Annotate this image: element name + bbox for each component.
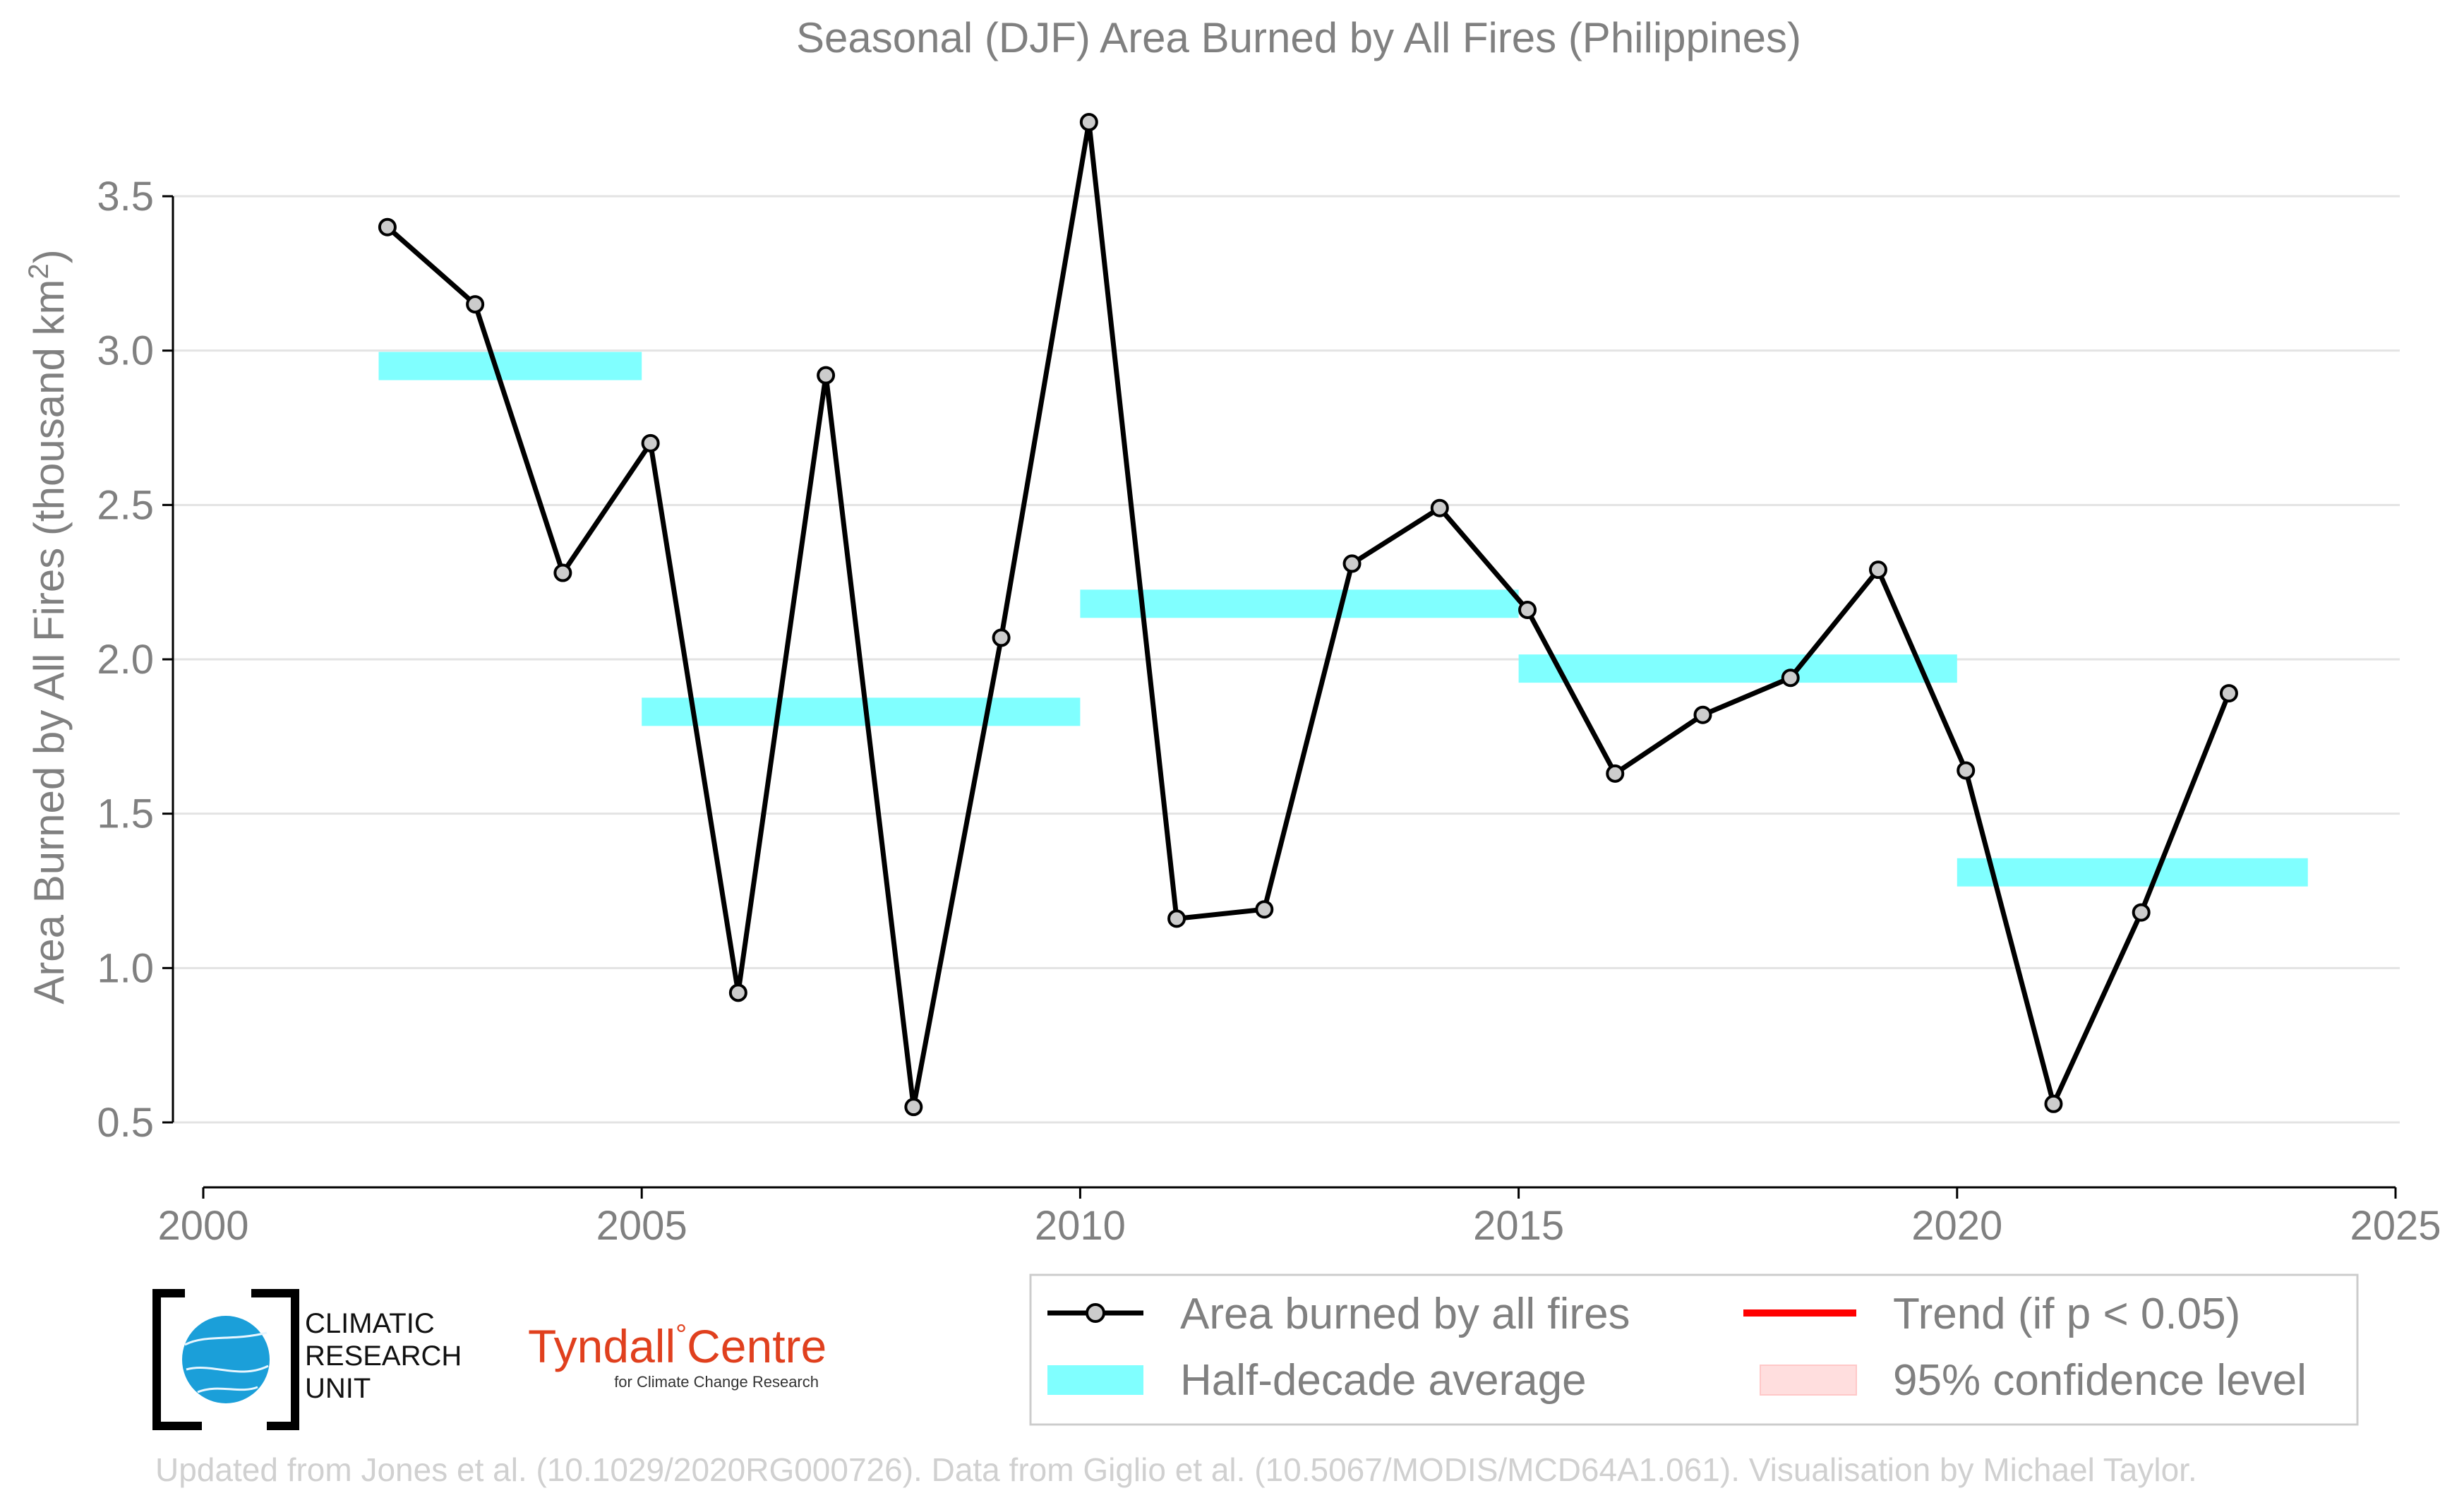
cru-text-line1: CLIMATIC [305,1308,435,1339]
data-point-0 [378,217,397,236]
cru-logo-bracket-right [267,1289,299,1430]
half-decade-band-3 [1518,654,1957,683]
half-decade-band-0 [378,352,642,380]
data-point-6 [904,1098,923,1117]
credits-text: Updated from Jones et al. (10.1029/2020R… [155,1451,2197,1488]
data-point-2 [553,563,572,582]
cru-text-line3: UNIT [305,1373,371,1404]
y-axis-label-superscript: 2 [23,263,54,279]
x-tick-label-3: 2015 [1473,1203,1564,1249]
legend-swatch-series-marker [1086,1303,1105,1323]
cru-text-line2: RESEARCH [305,1341,462,1372]
y-tick-label-4: 2.5 [97,482,154,528]
series-line-0 [385,119,2232,1110]
legend-label-half-decade: Half-decade average [1180,1356,1587,1405]
x-tick-label-0: 2000 [157,1203,248,1249]
y-tick-label-3: 2.0 [97,637,154,683]
gridlines [173,195,2400,1124]
data-point-18 [1957,761,1976,780]
data-point-19 [2044,1094,2063,1113]
series-area-burned [378,113,2238,1117]
x-axis-ticks: 2000 2005 2010 2015 2020 2025 [157,1187,2441,1249]
data-point-11 [1342,554,1362,573]
data-point-3 [641,433,660,452]
cru-logo-bracket-left [152,1289,185,1430]
half-decade-band-4 [1957,858,2308,887]
tyndall-subtitle: for Climate Change Research [614,1373,819,1391]
data-point-21 [2219,684,2238,703]
y-axis-label: Area Burned by All Fires (thousand km2) [23,249,73,1004]
y-tick-label-1: 1.0 [97,945,154,991]
x-tick-label-5: 2025 [2350,1203,2441,1249]
data-point-17 [1868,560,1887,580]
half-decade-bands [378,352,2308,887]
legend-label-confidence: 95% confidence level [1893,1356,2307,1405]
tyndall-wordmark: Tyndall°Centre [528,1319,827,1372]
x-tick-label-2: 2010 [1035,1203,1126,1249]
y-tick-label-6: 3.5 [97,174,154,220]
x-tick-label-1: 2005 [596,1203,687,1249]
tyndall-logo: Tyndall°Centre for Climate Change Resear… [528,1319,827,1391]
data-point-12 [1430,498,1449,517]
half-decade-band-2 [1080,589,1519,618]
data-point-13 [1518,601,1537,620]
data-point-5 [817,366,836,385]
data-point-20 [2132,903,2151,922]
cru-globe-icon [182,1316,270,1403]
data-point-1 [466,295,485,314]
half-decade-band-1 [642,697,1081,726]
tyndall-wordmark-2: Centre [687,1320,827,1372]
legend-label-series: Area burned by all fires [1180,1290,1630,1338]
legend-swatch-confidence [1760,1365,1857,1396]
y-tick-label-2: 1.5 [97,791,154,837]
y-tick-label-5: 3.0 [97,328,154,374]
legend-swatch-half-decade [1047,1365,1143,1395]
cru-globe-contour [184,1331,269,1393]
legend-box [1029,1273,2359,1426]
x-tick-label-4: 2020 [1911,1203,2002,1249]
data-point-7 [992,628,1011,647]
data-point-4 [728,983,747,1002]
chart-title: Seasonal (DJF) Area Burned by All Fires … [796,14,1801,61]
y-tick-label-0: 0.5 [97,1100,154,1146]
y-axis-label-suffix: ) [25,249,73,263]
data-point-16 [1781,668,1800,688]
y-axis-ticks: 0.5 1.0 1.5 2.0 2.5 3.0 3.5 [97,174,173,1146]
tyndall-degree: ° [675,1319,687,1350]
data-point-10 [1255,900,1274,919]
data-point-8 [1079,113,1098,132]
legend: Area burned by all fires Trend (if p < 0… [1029,1273,2359,1426]
cru-logo: CLIMATIC RESEARCH UNIT [152,1289,462,1430]
data-point-9 [1167,909,1186,928]
data-point-15 [1693,705,1712,724]
data-point-14 [1606,764,1625,783]
legend-label-trend: Trend (if p < 0.05) [1893,1290,2240,1338]
